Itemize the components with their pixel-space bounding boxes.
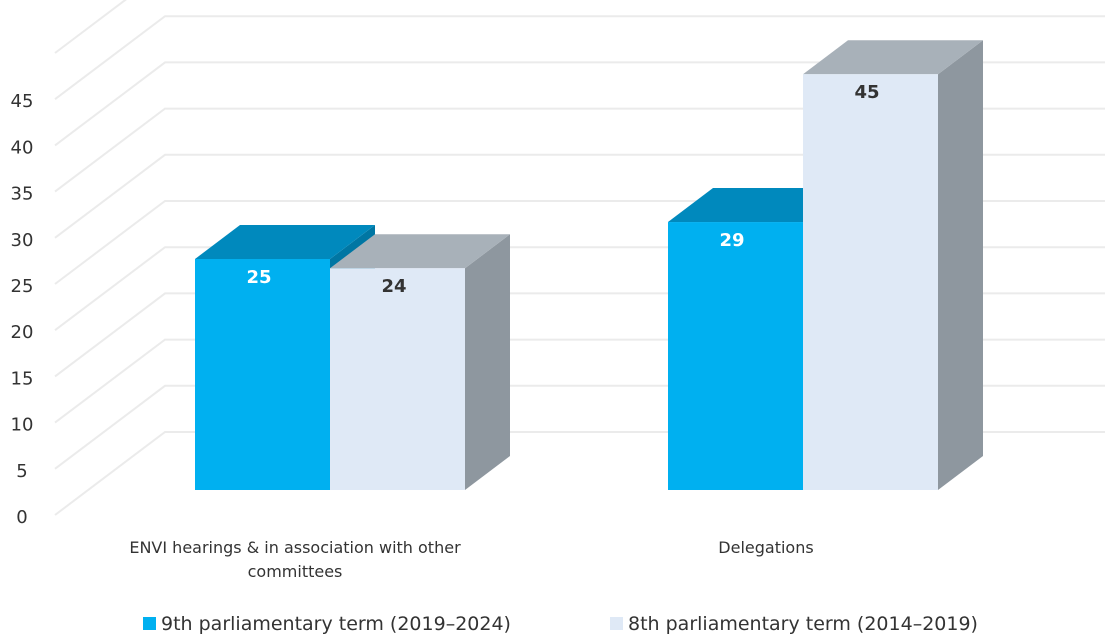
bar-front xyxy=(803,74,938,490)
gridline xyxy=(54,0,127,54)
category-label: Delegations xyxy=(718,538,813,557)
y-tick-label: 30 xyxy=(11,230,34,251)
bar-front xyxy=(195,259,330,490)
legend-item: 8th parliamentary term (2014–2019) xyxy=(610,613,978,635)
legend-label: 8th parliamentary term (2014–2019) xyxy=(628,613,978,635)
data-label: 25 xyxy=(246,267,271,288)
bar-top xyxy=(330,234,510,269)
bar: 45 xyxy=(803,40,983,490)
y-tick-label: 15 xyxy=(11,368,34,389)
y-tick-label: 45 xyxy=(11,91,34,112)
gridline xyxy=(54,15,1105,100)
y-tick-label: 10 xyxy=(11,415,34,436)
bar-front xyxy=(330,268,465,490)
y-tick-label: 25 xyxy=(11,276,34,297)
category-labels: ENVI hearings & in association with othe… xyxy=(129,538,813,581)
bar: 24 xyxy=(330,234,510,490)
y-tick-label: 35 xyxy=(11,184,34,205)
y-tick-label: 20 xyxy=(11,322,34,343)
legend-swatch xyxy=(143,617,156,630)
bar-top xyxy=(195,225,375,259)
gridline xyxy=(54,107,1105,193)
bars: 25 24 29 45 xyxy=(195,40,983,491)
y-tick-label: 0 xyxy=(16,507,27,528)
y-tick-label: 40 xyxy=(11,137,34,158)
gridline xyxy=(54,153,1105,239)
legend-label: 9th parliamentary term (2019–2024) xyxy=(161,613,511,635)
category-label: ENVI hearings & in association with othe… xyxy=(129,538,461,581)
legend-swatch xyxy=(610,617,623,630)
gridlines xyxy=(54,0,1105,516)
legend-item: 9th parliamentary term (2019–2024) xyxy=(143,613,511,635)
gridline xyxy=(54,61,1105,147)
bar-side xyxy=(465,234,510,490)
data-label: 29 xyxy=(719,230,744,251)
y-axis-ticks: 0 5 10 15 20 25 30 35 40 45 xyxy=(11,91,34,528)
y-tick-label: 5 xyxy=(16,461,27,482)
data-label: 24 xyxy=(381,276,406,297)
bar-side xyxy=(938,40,983,490)
data-label: 45 xyxy=(854,82,879,103)
legend: 9th parliamentary term (2019–2024) 8th pa… xyxy=(143,613,978,635)
bar-front xyxy=(668,222,803,491)
bar-top xyxy=(803,40,983,75)
